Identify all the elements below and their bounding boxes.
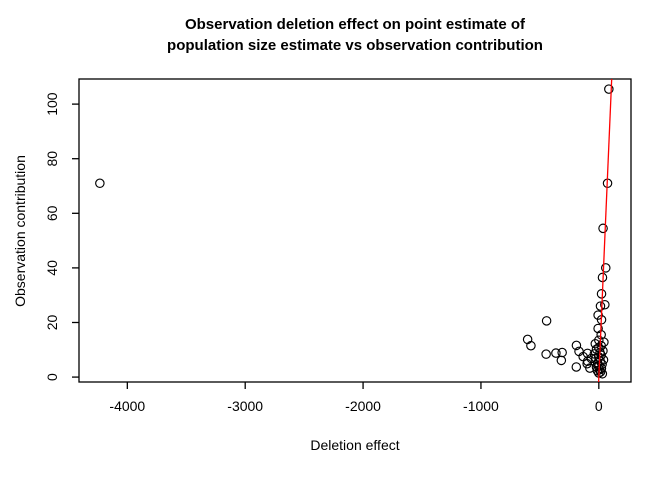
y-tick-label: 100 xyxy=(44,92,60,116)
y-tick-label: 80 xyxy=(44,151,60,167)
data-point xyxy=(541,349,551,359)
data-point xyxy=(596,289,607,299)
y-tick-label: 40 xyxy=(44,260,60,276)
data-point xyxy=(595,301,606,311)
plot-border xyxy=(78,78,632,383)
chart-title-line2: population size estimate vs observation … xyxy=(167,37,543,54)
data-point xyxy=(597,369,608,379)
y-tick-label: 20 xyxy=(44,314,60,330)
x-axis-label: Deletion effect xyxy=(310,437,400,453)
data-point xyxy=(600,299,610,310)
data-point xyxy=(571,340,582,351)
data-point xyxy=(601,263,611,273)
data-point xyxy=(598,223,608,234)
x-tick-label: -1000 xyxy=(463,398,499,414)
data-point xyxy=(594,335,604,346)
y-axis-label: Observation contribution xyxy=(12,155,28,307)
x-tick-label: -3000 xyxy=(227,398,263,414)
data-point xyxy=(526,340,536,351)
chart-title: Observation deletion effect on point est… xyxy=(79,14,631,56)
data-point xyxy=(541,316,552,326)
data-point xyxy=(582,356,593,367)
identity-fit-line xyxy=(597,78,613,383)
data-point xyxy=(557,347,567,358)
data-point xyxy=(95,178,105,189)
y-tick-label: 60 xyxy=(44,205,60,221)
x-tick-label: -2000 xyxy=(345,398,381,414)
data-point xyxy=(593,323,603,334)
chart-title-line1: Observation deletion effect on point est… xyxy=(184,16,526,33)
x-tick-label: -4000 xyxy=(109,398,145,414)
data-point xyxy=(596,350,606,361)
data-point xyxy=(595,367,606,377)
data-point xyxy=(551,348,561,358)
x-tick-label: 0 xyxy=(595,398,603,414)
data-point xyxy=(571,362,582,372)
y-tick-label: 0 xyxy=(44,373,60,381)
data-point xyxy=(556,355,567,366)
data-point xyxy=(604,84,614,94)
